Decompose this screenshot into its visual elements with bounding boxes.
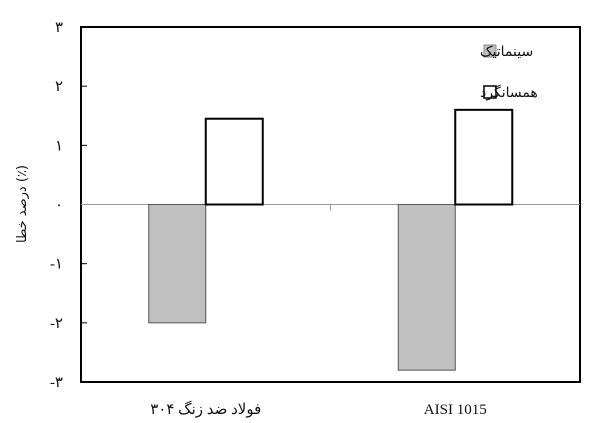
y-tick-label-1: ۲ <box>55 79 63 95</box>
y-tick-label-6: -۳ <box>50 375 63 391</box>
y-tick-label-2: ۱ <box>55 138 63 154</box>
y-tick-label-4: -۱ <box>50 257 63 273</box>
y-tick-label-0: ۳ <box>55 20 63 36</box>
bar-series1-cat1 <box>454 108 514 206</box>
legend-swatch-kinematic <box>483 44 497 58</box>
category-label-0: فولاد ضد زنگ ۳۰۴ <box>150 400 261 418</box>
bar-series1-cat0 <box>204 117 264 206</box>
bar-series0-cat0 <box>148 204 207 324</box>
legend-swatch-isotropic <box>483 85 497 99</box>
category-label-1: AISI 1015 <box>424 402 487 418</box>
y-tick-label-5: -۲ <box>50 316 63 332</box>
bar-series0-cat1 <box>397 204 456 371</box>
y-tick-label-3: ۰ <box>55 198 63 214</box>
y-axis-label: درصد خطا (٪) <box>15 165 30 243</box>
x-axis-labels: فولاد ضد زنگ ۳۰۴ AISI 1015 <box>150 400 486 418</box>
bars <box>148 108 514 371</box>
y-axis-ticks: ۳ ۲ ۱ ۰ -۱ -۲ -۳ <box>50 20 331 391</box>
legend-label-kinematic: سینماتیک <box>480 44 533 60</box>
legend: سینماتیک همسانگرد <box>480 44 538 101</box>
legend-label-isotropic: همسانگرد <box>480 84 538 101</box>
